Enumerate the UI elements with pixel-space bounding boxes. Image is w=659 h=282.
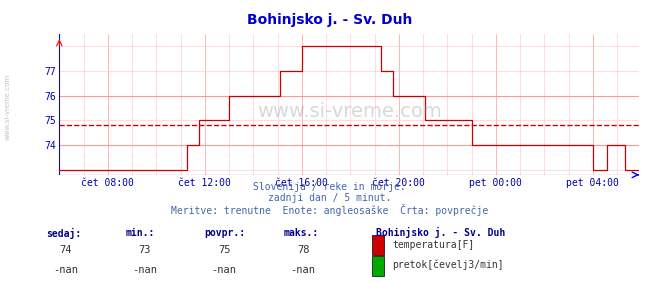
Text: min.:: min.: [125,228,155,238]
Text: -nan: -nan [291,265,316,275]
Text: 74: 74 [60,245,72,255]
Text: -nan: -nan [132,265,158,275]
Text: temperatura[F]: temperatura[F] [392,240,474,250]
Text: Meritve: trenutne  Enote: angleosaške  Črta: povprečje: Meritve: trenutne Enote: angleosaške Črt… [171,204,488,217]
Text: pretok[čevelj3/min]: pretok[čevelj3/min] [392,260,503,270]
Text: Bohinjsko j. - Sv. Duh: Bohinjsko j. - Sv. Duh [247,13,412,27]
Text: -nan: -nan [53,265,78,275]
Text: 73: 73 [139,245,151,255]
Text: -nan: -nan [212,265,237,275]
Text: 78: 78 [297,245,309,255]
Text: Slovenija / reke in morje.: Slovenija / reke in morje. [253,182,406,192]
Text: 75: 75 [218,245,230,255]
Text: www.si-vreme.com: www.si-vreme.com [257,102,442,121]
Text: www.si-vreme.com: www.si-vreme.com [5,74,11,140]
Text: Bohinjsko j. - Sv. Duh: Bohinjsko j. - Sv. Duh [376,227,505,238]
Text: sedaj:: sedaj: [46,228,81,239]
Text: zadnji dan / 5 minut.: zadnji dan / 5 minut. [268,193,391,203]
Text: povpr.:: povpr.: [204,228,245,238]
Text: maks.:: maks.: [283,228,318,238]
